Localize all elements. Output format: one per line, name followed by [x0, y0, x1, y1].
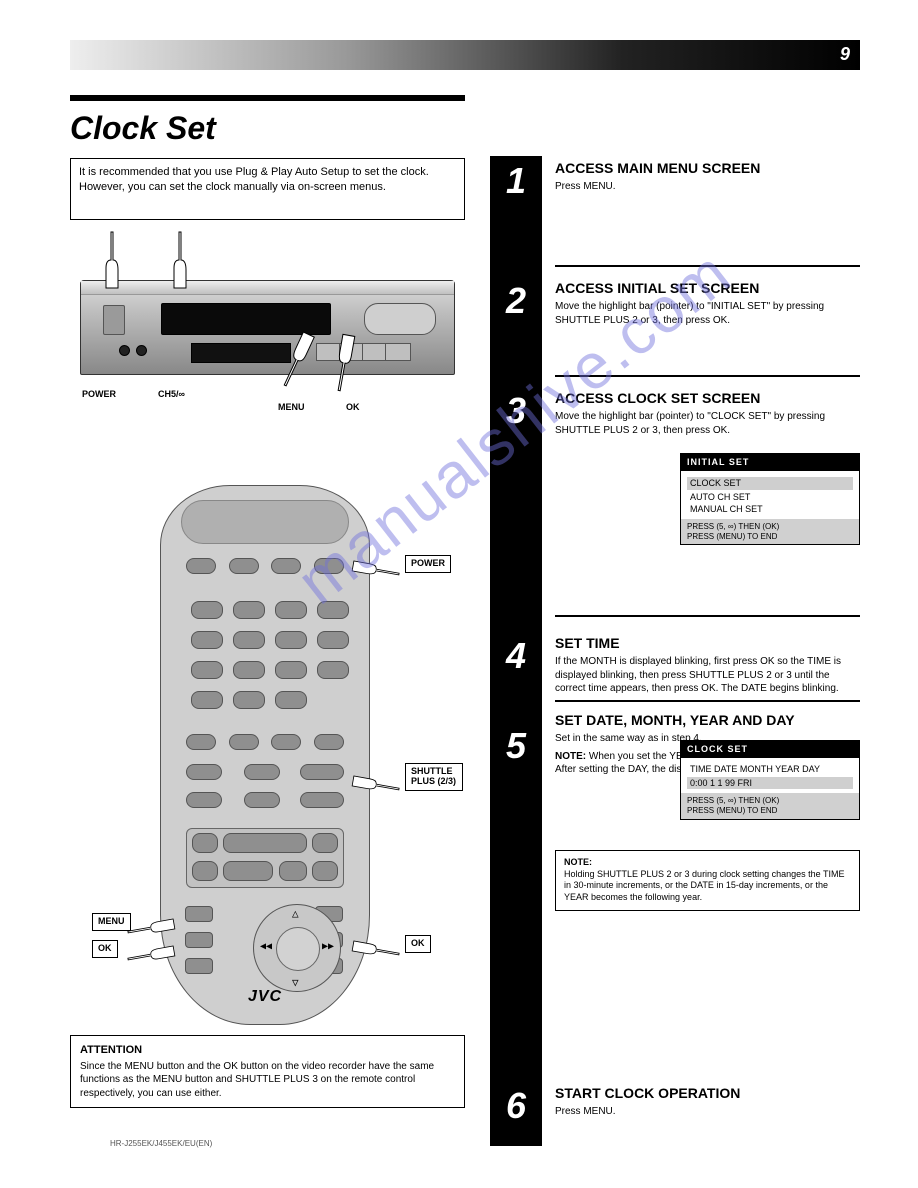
step-block: SET TIME If the MONTH is displayed blinki…	[555, 635, 860, 696]
attention-title: ATTENTION	[80, 1043, 455, 1058]
remote-label-power: POWER	[405, 555, 451, 573]
osd-footer: PRESS (5, ∞) THEN (OK) PRESS (MENU) TO E…	[681, 519, 859, 544]
remote-ctrl-block	[186, 764, 344, 822]
remote-button	[229, 558, 259, 574]
osd-title: CLOCK SET	[681, 741, 859, 758]
remote-label-menu: MENU	[92, 913, 131, 931]
remote-button	[271, 558, 301, 574]
header-gradient: 9	[70, 40, 860, 70]
remote-button	[186, 558, 216, 574]
remote-label-shuttle: SHUTTLE PLUS (2/3)	[405, 763, 463, 791]
osd-row: AUTO CH SET	[687, 491, 853, 504]
step-block: ACCESS CLOCK SET SCREEN Move the highligh…	[555, 390, 860, 437]
hand-icon	[100, 230, 124, 290]
title-rule	[70, 95, 465, 101]
step-number: 6	[490, 1085, 542, 1127]
note-box: NOTE: Holding SHUTTLE PLUS 2 or 3 during…	[555, 850, 860, 911]
hand-icon	[168, 230, 192, 290]
remote-label-ok2: OK	[92, 940, 118, 958]
step-title: ACCESS MAIN MENU SCREEN	[555, 160, 860, 176]
vcr-illustration: POWER CH5/∞ MENU OK	[70, 235, 465, 435]
osd-row: MANUAL CH SET	[687, 503, 853, 516]
vcr-power-button	[103, 305, 125, 335]
osd-initial-set: INITIAL SET CLOCK SETAUTO CH SETMANUAL C…	[680, 453, 860, 545]
remote-button	[314, 558, 344, 574]
remote-button	[229, 734, 259, 750]
remote-left-col	[185, 906, 215, 984]
page-number: 9	[840, 44, 850, 65]
vcr-label-power: POWER	[82, 390, 116, 400]
note-body: Holding SHUTTLE PLUS 2 or 3 during clock…	[564, 869, 851, 904]
step-divider	[555, 615, 860, 617]
intro-box: It is recommended that you use Plug & Pl…	[70, 158, 465, 220]
vcr-body	[80, 280, 455, 375]
step-title: ACCESS INITIAL SET SCREEN	[555, 280, 860, 296]
step-title: SET DATE, MONTH, YEAR AND DAY	[555, 712, 860, 728]
step-title: SET TIME	[555, 635, 860, 651]
remote-button	[186, 734, 216, 750]
remote-number-grid	[191, 601, 349, 713]
step-body: If the MONTH is displayed blinking, firs…	[555, 655, 860, 696]
remote-transport	[186, 828, 344, 888]
remote-dpad: △ ▽ ◀◀ ▶▶	[253, 904, 341, 992]
vcr-dpad	[364, 303, 436, 335]
page-title: Clock Set	[70, 110, 216, 147]
step-block: ACCESS MAIN MENU SCREEN Press MENU.	[555, 160, 860, 194]
step-divider	[555, 375, 860, 377]
remote-button	[314, 734, 344, 750]
remote-illustration: △ ▽ ◀◀ ▶▶ JVC POWER SHUTTLE PLUS (2/3) O…	[110, 485, 430, 1025]
step-divider	[555, 700, 860, 702]
osd-row: TIME DATE MONTH YEAR DAY	[687, 763, 853, 776]
vcr-label-ch: CH5/∞	[158, 390, 185, 400]
vcr-jack	[119, 345, 130, 356]
step-block: ACCESS INITIAL SET SCREEN Move the highli…	[555, 280, 860, 327]
step-number: 2	[490, 280, 542, 322]
step-title: START CLOCK OPERATION	[555, 1085, 860, 1101]
step-body: Press MENU.	[555, 180, 860, 194]
vcr-jack	[136, 345, 147, 356]
step-block: START CLOCK OPERATION Press MENU.	[555, 1085, 860, 1119]
osd-row: CLOCK SET	[687, 477, 853, 490]
step-body: Press MENU.	[555, 1105, 860, 1119]
osd-clock-set: CLOCK SET TIME DATE MONTH YEAR DAY 0:00 …	[680, 740, 860, 820]
osd-title: INITIAL SET	[681, 454, 859, 471]
step-title: ACCESS CLOCK SET SCREEN	[555, 390, 860, 406]
attention-body: Since the MENU button and the OK button …	[80, 1060, 455, 1101]
remote-body: △ ▽ ◀◀ ▶▶ JVC	[160, 485, 370, 1025]
note-title: NOTE:	[564, 857, 592, 867]
vcr-label-menu: MENU	[278, 403, 305, 413]
step-body: Move the highlight bar (pointer) to "CLO…	[555, 410, 860, 437]
step-number: 5	[490, 725, 542, 767]
step-divider	[555, 265, 860, 267]
vcr-label-ok: OK	[346, 403, 360, 413]
intro-text: It is recommended that you use Plug & Pl…	[79, 166, 429, 193]
step-number: 1	[490, 160, 542, 202]
remote-label-ok: OK	[405, 935, 431, 953]
vcr-display	[191, 343, 291, 363]
step-body: Move the highlight bar (pointer) to "INI…	[555, 300, 860, 327]
footer-model: HR-J255EK/J455EK/EU(EN)	[110, 1139, 212, 1148]
step-number: 3	[490, 390, 542, 432]
remote-brand: JVC	[161, 988, 369, 1006]
step-number: 4	[490, 635, 542, 677]
osd-footer: PRESS (5, ∞) THEN (OK) PRESS (MENU) TO E…	[681, 793, 859, 818]
attention-box: ATTENTION Since the MENU button and the …	[70, 1035, 465, 1108]
remote-button	[271, 734, 301, 750]
osd-row: 0:00 1 1 99 FRI	[687, 777, 853, 790]
